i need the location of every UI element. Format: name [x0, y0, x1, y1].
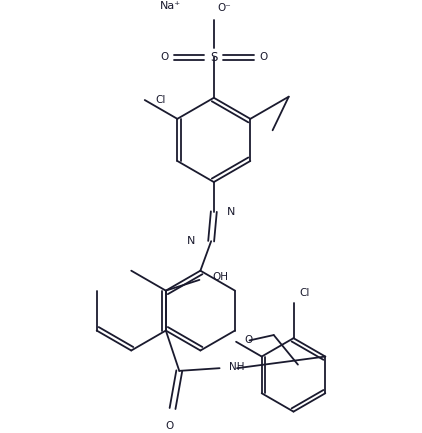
- Text: N: N: [187, 236, 195, 246]
- Text: Cl: Cl: [299, 288, 309, 298]
- Text: Na⁺: Na⁺: [160, 1, 181, 11]
- Text: OH: OH: [213, 272, 229, 282]
- Text: O: O: [260, 52, 268, 62]
- Text: N: N: [227, 207, 235, 216]
- Text: S: S: [210, 51, 217, 64]
- Text: Cl: Cl: [156, 95, 166, 105]
- Text: NH: NH: [229, 362, 244, 372]
- Text: O: O: [244, 336, 252, 346]
- Text: O: O: [160, 52, 168, 62]
- Text: O⁻: O⁻: [218, 3, 232, 13]
- Text: O: O: [166, 420, 174, 430]
